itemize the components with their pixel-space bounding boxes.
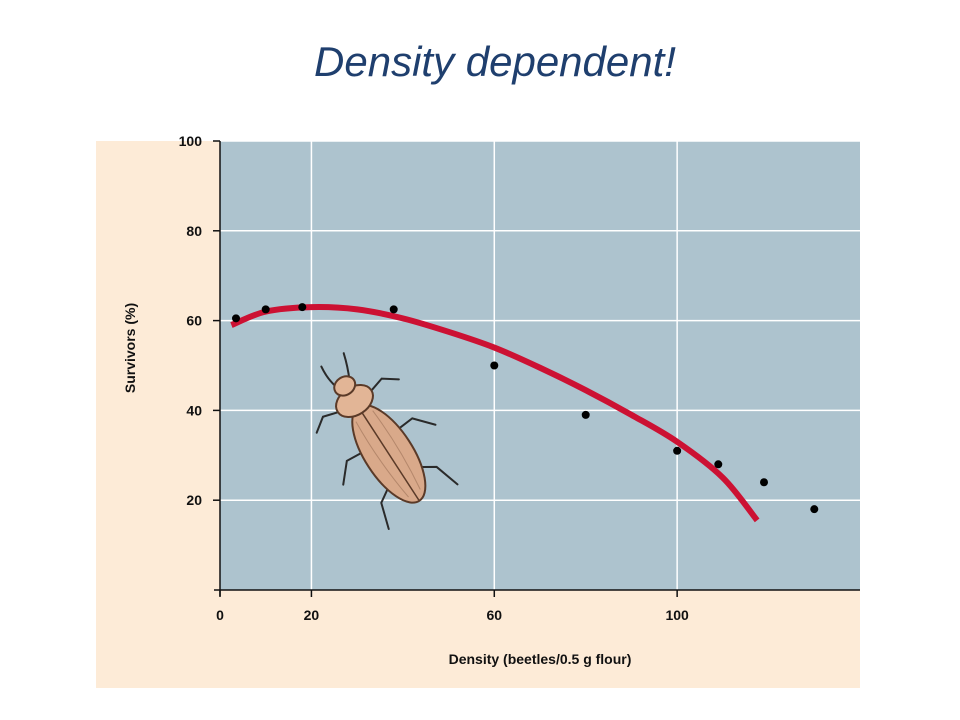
tick-labels: 20 40 60 80 100 0 20 60 100 [179, 133, 689, 623]
y-tick-label: 100 [179, 133, 203, 149]
fitted-curve [230, 304, 760, 523]
slide-title: Density dependent! [314, 38, 676, 85]
data-point [261, 305, 270, 314]
data-point [490, 361, 499, 370]
data-point [810, 505, 819, 514]
data-point [760, 478, 768, 487]
fitted-curve-layer [230, 304, 760, 523]
x-tick-label: 100 [665, 607, 689, 623]
x-tick-label: 0 [216, 607, 224, 623]
y-tick-label: 40 [186, 402, 202, 418]
data-points-layer [232, 303, 819, 514]
gridlines [220, 140, 860, 590]
y-tick-label: 60 [186, 313, 202, 329]
data-point [673, 446, 682, 455]
data-point [298, 303, 307, 312]
data-point [714, 460, 723, 469]
x-tick-label: 20 [304, 607, 320, 623]
data-point [389, 305, 398, 314]
axes [213, 140, 860, 597]
y-axis-label: Survivors (%) [122, 303, 138, 393]
flour-beetle-icon [315, 352, 459, 531]
data-point [232, 314, 240, 323]
data-point [581, 410, 590, 419]
x-axis-label: Density (beetles/0.5 g flour) [449, 651, 632, 667]
y-tick-label: 80 [186, 223, 202, 239]
x-tick-label: 60 [486, 607, 502, 623]
y-tick-label: 20 [186, 492, 202, 508]
